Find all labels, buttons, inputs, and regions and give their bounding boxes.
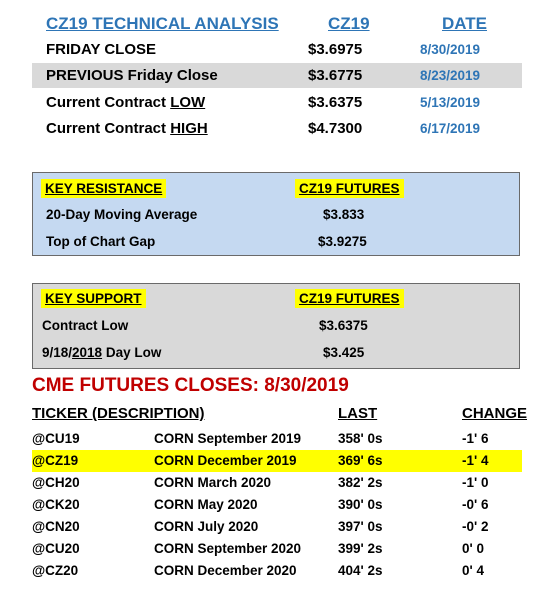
contract-low-row: Current Contract LOW $3.6375 5/13/2019 [32, 90, 522, 115]
key-resistance-title: KEY RESISTANCE [41, 179, 167, 198]
ticker-cell: @CZ20 [32, 563, 79, 578]
last-cell: 399' 2s [338, 541, 383, 556]
key-support-box: KEY SUPPORT CZ19 FUTURES Contract Low $3… [32, 283, 520, 369]
last-cell: 369' 6s [338, 453, 383, 468]
row-value: $3.6975 [308, 41, 363, 58]
label-emphasis: LOW [170, 94, 206, 111]
contract-high-row: Current Contract HIGH $4.7300 6/17/2019 [32, 116, 522, 141]
ticker-header: TICKER (DESCRIPTION) [32, 405, 205, 422]
row-date: 5/13/2019 [420, 95, 481, 110]
change-header: CHANGE [462, 405, 528, 422]
ticker-cell: @CZ19 [32, 453, 79, 468]
change-cell: -1' 6 [462, 431, 489, 446]
ticker-cell: @CU19 [32, 431, 80, 446]
row-label: FRIDAY CLOSE [46, 41, 157, 58]
description-cell: CORN July 2020 [154, 519, 259, 534]
key-resistance-box: KEY RESISTANCE CZ19 FUTURES 20-Day Movin… [32, 172, 520, 256]
last-cell: 397' 0s [338, 519, 383, 534]
last-header: LAST [338, 405, 378, 422]
label-emphasis: 2018 [72, 345, 103, 360]
support-col-header: CZ19 FUTURES [295, 289, 404, 308]
table-row: @CK20 CORN May 2020 390' 0s -0' 6 [32, 494, 522, 516]
ticker-cell: @CU20 [32, 541, 80, 556]
ticker-cell: @CN20 [32, 519, 80, 534]
resistance-label: Top of Chart Gap [46, 234, 156, 249]
ticker-cell: @CH20 [32, 475, 80, 490]
change-cell: -0' 6 [462, 497, 489, 512]
row-value: $4.7300 [308, 120, 363, 137]
resistance-label: 20-Day Moving Average [46, 207, 198, 222]
last-cell: 404' 2s [338, 563, 383, 578]
resistance-value: $3.833 [323, 207, 365, 222]
row-date: 8/23/2019 [420, 68, 481, 83]
last-cell: 358' 0s [338, 431, 383, 446]
last-cell: 390' 0s [338, 497, 383, 512]
label-suffix: Day Low [102, 345, 162, 360]
row-value: $3.6375 [308, 94, 363, 111]
analysis-title: CZ19 TECHNICAL ANALYSIS [46, 14, 279, 33]
label-emphasis: HIGH [170, 120, 208, 137]
change-cell: 0' 0 [462, 541, 484, 556]
description-cell: CORN May 2020 [154, 497, 258, 512]
change-cell: -1' 0 [462, 475, 489, 490]
previous-close-row: PREVIOUS Friday Close $3.6775 8/23/2019 [32, 63, 522, 88]
description-cell: CORN December 2020 [154, 563, 297, 578]
date-header: DATE [442, 14, 488, 33]
row-date: 8/30/2019 [420, 42, 481, 57]
table-row: @CU20 CORN September 2020 399' 2s 0' 0 [32, 538, 522, 560]
support-value: $3.6375 [319, 318, 368, 333]
row-date: 6/17/2019 [420, 121, 481, 136]
ticker-cell: @CK20 [32, 497, 80, 512]
table-row: @CU19 CORN September 2019 358' 0s -1' 6 [32, 428, 522, 450]
description-cell: CORN March 2020 [154, 475, 272, 490]
resistance-col-header: CZ19 FUTURES [295, 179, 404, 198]
label-prefix: Current Contract [46, 94, 171, 111]
table-row-highlighted: @CZ19 CORN December 2019 369' 6s -1' 4 [32, 450, 522, 472]
description-cell: CORN September 2020 [154, 541, 302, 556]
support-label: 9/18/2018 Day Low [42, 345, 161, 360]
key-support-title: KEY SUPPORT [41, 289, 146, 308]
support-label: Contract Low [42, 318, 129, 333]
contract-header: CZ19 [328, 14, 370, 33]
row-label: PREVIOUS Friday Close [46, 67, 218, 84]
label-prefix: 9/18/ [42, 345, 73, 360]
cme-closes-title: CME FUTURES CLOSES: 8/30/2019 [32, 375, 349, 396]
label-prefix: Current Contract [46, 120, 171, 137]
row-label: Current Contract LOW [46, 94, 205, 111]
resistance-value: $3.9275 [318, 234, 367, 249]
row-label: Current Contract HIGH [46, 120, 208, 137]
table-row: @CN20 CORN July 2020 397' 0s -0' 2 [32, 516, 522, 538]
support-value: $3.425 [323, 345, 365, 360]
description-cell: CORN December 2019 [154, 453, 297, 468]
change-cell: -0' 2 [462, 519, 489, 534]
change-cell: 0' 4 [462, 563, 484, 578]
table-row: @CH20 CORN March 2020 382' 2s -1' 0 [32, 472, 522, 494]
row-value: $3.6775 [308, 67, 363, 84]
table-row: @CZ20 CORN December 2020 404' 2s 0' 4 [32, 560, 522, 582]
description-cell: CORN September 2019 [154, 431, 302, 446]
last-cell: 382' 2s [338, 475, 383, 490]
friday-close-row: FRIDAY CLOSE $3.6975 8/30/2019 [32, 37, 522, 62]
change-cell: -1' 4 [462, 453, 489, 468]
